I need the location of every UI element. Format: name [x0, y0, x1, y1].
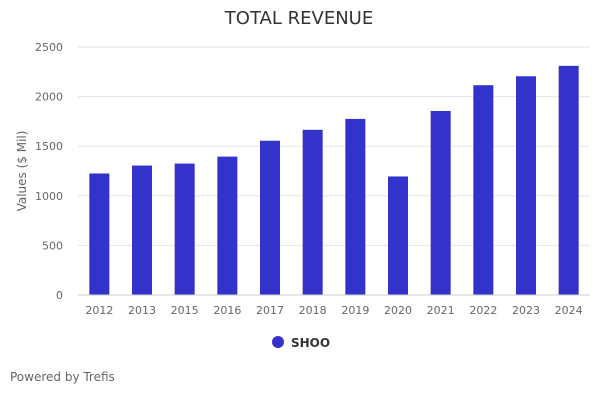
y-axis-ticks: 0 500 1000 1500 2000 2500 [35, 41, 63, 302]
x-tick-label: 2019 [341, 304, 369, 317]
grid-lines [78, 46, 590, 246]
legend-label: SHOO [291, 336, 330, 350]
bar-2023[interactable] [516, 76, 536, 295]
y-axis-label: Values ($ Mil) [15, 131, 29, 212]
x-tick-label: 2020 [384, 304, 412, 317]
x-tick-label: 2015 [171, 304, 199, 317]
y-tick-label: 1500 [35, 140, 63, 153]
bar-2022[interactable] [473, 85, 494, 295]
chart-title: TOTAL REVENUE [224, 8, 373, 29]
bar-2016[interactable] [217, 156, 238, 295]
y-tick-label: 0 [56, 289, 63, 302]
x-tick-label: 2024 [555, 304, 583, 317]
bar-2019[interactable] [345, 118, 366, 295]
x-tick-label: 2021 [427, 304, 455, 317]
x-tick-label: 2017 [256, 304, 284, 317]
x-tick-label: 2013 [128, 304, 156, 317]
x-axis-ticks: 2012 2013 2015 2016 2017 2018 2019 2020 2021 2022… [85, 304, 582, 317]
x-tick-label: 2022 [469, 304, 497, 317]
bar-2021[interactable] [430, 110, 451, 295]
x-tick-label: 2018 [299, 304, 327, 317]
y-tick-label: 1000 [35, 190, 63, 203]
bar-2013[interactable] [132, 165, 152, 295]
legend[interactable]: SHOO [272, 336, 330, 350]
bar-2018[interactable] [302, 129, 323, 295]
x-tick-label: 2012 [85, 304, 113, 317]
bar-2024[interactable] [558, 65, 579, 296]
bar-series [89, 65, 579, 296]
credit-text[interactable]: Powered by Trefis [10, 370, 115, 384]
x-tick-label: 2023 [512, 304, 540, 317]
bar-2012[interactable] [89, 173, 110, 295]
y-tick-label: 2000 [35, 91, 63, 104]
bar-2017[interactable] [260, 140, 280, 295]
bar-2015[interactable] [174, 163, 195, 295]
bar-2020[interactable] [388, 176, 408, 295]
y-tick-label: 500 [42, 239, 63, 252]
x-tick-label: 2016 [213, 304, 241, 317]
legend-marker [272, 336, 284, 348]
y-tick-label: 2500 [35, 41, 63, 54]
